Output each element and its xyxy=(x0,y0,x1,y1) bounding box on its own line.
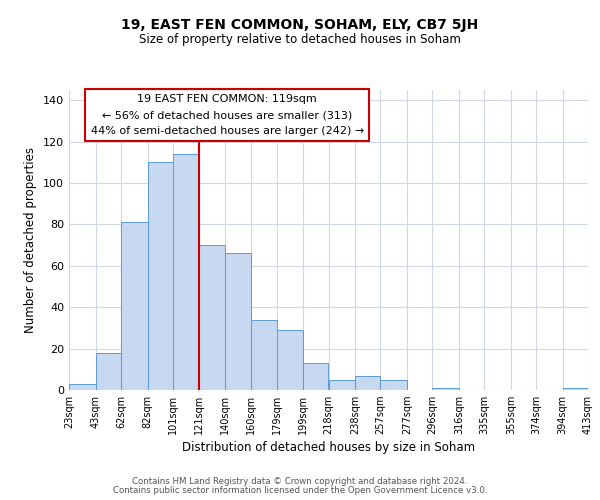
Bar xyxy=(432,388,459,390)
Bar xyxy=(199,245,225,390)
Bar xyxy=(380,380,407,390)
Bar xyxy=(69,384,95,390)
Bar xyxy=(563,388,588,390)
X-axis label: Distribution of detached houses by size in Soham: Distribution of detached houses by size … xyxy=(182,442,475,454)
Bar xyxy=(303,363,329,390)
Text: 19 EAST FEN COMMON: 119sqm
← 56% of detached houses are smaller (313)
44% of sem: 19 EAST FEN COMMON: 119sqm ← 56% of deta… xyxy=(91,94,364,136)
Bar xyxy=(329,380,355,390)
Bar xyxy=(148,162,173,390)
Text: Contains HM Land Registry data © Crown copyright and database right 2024.: Contains HM Land Registry data © Crown c… xyxy=(132,477,468,486)
Bar xyxy=(95,353,121,390)
Bar xyxy=(173,154,199,390)
Text: 19, EAST FEN COMMON, SOHAM, ELY, CB7 5JH: 19, EAST FEN COMMON, SOHAM, ELY, CB7 5JH xyxy=(121,18,479,32)
Text: Contains public sector information licensed under the Open Government Licence v3: Contains public sector information licen… xyxy=(113,486,487,495)
Bar xyxy=(121,222,148,390)
Bar xyxy=(355,376,380,390)
Y-axis label: Number of detached properties: Number of detached properties xyxy=(25,147,37,333)
Text: Size of property relative to detached houses in Soham: Size of property relative to detached ho… xyxy=(139,32,461,46)
Bar xyxy=(251,320,277,390)
Bar xyxy=(224,254,251,390)
Bar xyxy=(277,330,303,390)
